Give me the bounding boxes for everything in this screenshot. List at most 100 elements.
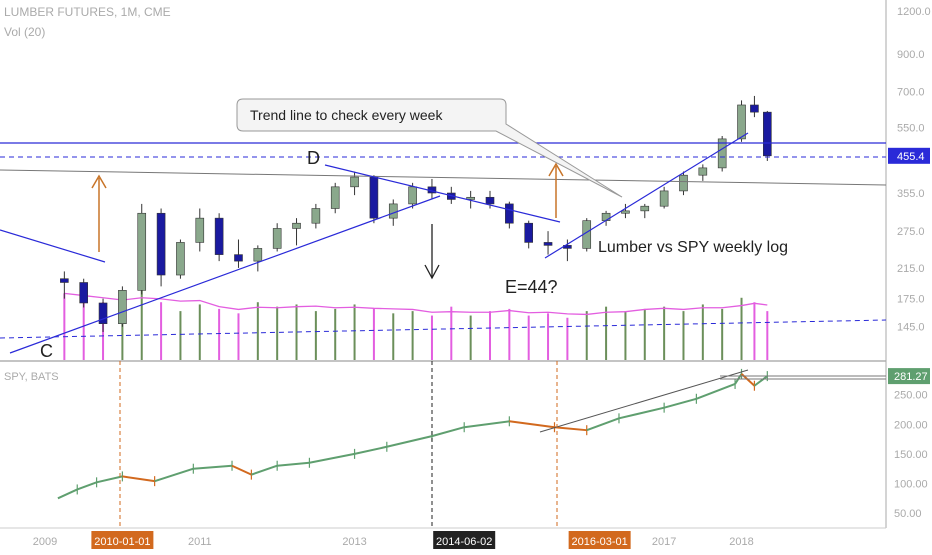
x-tick-badge — [91, 531, 154, 549]
x-tick-label: 2013 — [342, 536, 366, 548]
x-tick-label-highlight: 2010-01-01 — [94, 536, 150, 548]
candle-body — [311, 208, 321, 224]
volume-bar — [314, 311, 317, 360]
dashed-lower-line — [0, 319, 887, 339]
y-tick-label: 1200.0 — [897, 6, 931, 18]
volume-bar — [527, 315, 530, 360]
y-tick-label: 900.0 — [897, 49, 925, 61]
candle-body — [601, 212, 611, 221]
spy-y-tick-label: 250.00 — [894, 390, 928, 402]
x-tick-label-highlight: 2016-03-01 — [571, 536, 627, 548]
label-e: E=44? — [505, 277, 558, 297]
candle-body — [485, 196, 495, 205]
spy-segment — [554, 426, 587, 432]
candle-body — [156, 212, 166, 276]
volume-bar — [218, 308, 221, 360]
volume-bar — [753, 302, 756, 360]
candle-body — [717, 138, 727, 169]
spy-title: SPY, BATS — [4, 371, 59, 383]
spy-segment — [231, 464, 252, 476]
volume-bar — [547, 313, 550, 360]
label-d: D — [307, 148, 320, 168]
down-trend-left — [0, 229, 106, 263]
spy-segment — [586, 417, 620, 432]
candles — [60, 95, 772, 332]
candle-body — [98, 302, 108, 324]
spy-segment — [76, 481, 97, 491]
candle-body — [524, 222, 533, 243]
black-down-arrow — [424, 224, 440, 280]
volume-bar — [430, 315, 433, 360]
volume-bar — [450, 306, 453, 360]
volume-bar — [682, 311, 685, 360]
spy-segment — [464, 420, 510, 429]
spy-segment — [154, 467, 194, 483]
candle-body — [272, 228, 282, 249]
up-trend-e — [544, 132, 749, 259]
candle-body — [118, 290, 127, 324]
label-c: C — [40, 341, 53, 361]
last-price-label: 455.4 — [897, 151, 925, 163]
volume-bar — [198, 304, 201, 360]
volume-bar — [643, 308, 646, 360]
candle-body — [60, 278, 69, 283]
y-axis-spy: 281.27 250.00 200.00 150.00 100.00 50.00 — [888, 368, 930, 520]
spy-y-tick-label: 200.00 — [894, 419, 928, 431]
spy-segment — [251, 464, 278, 476]
spy-y-tick-label: 150.00 — [894, 449, 928, 461]
orange-arrow-left — [91, 174, 107, 252]
last-price-badge — [888, 147, 930, 164]
y-tick-label: 145.0 — [897, 322, 925, 334]
candle-body — [408, 186, 417, 205]
y-tick-label: 215.0 — [897, 263, 925, 275]
y-tick-label: 355.0 — [897, 188, 925, 200]
volume-ma-line — [64, 292, 768, 316]
spy-segment — [354, 445, 388, 455]
lumber-title: LUMBER FUTURES, 1M, CME — [4, 5, 171, 19]
volume-bar — [140, 284, 143, 360]
spy-y-tick-label: 100.00 — [894, 479, 928, 491]
x-tick-badge — [568, 531, 631, 549]
volume-bar — [489, 311, 491, 360]
spy-segment — [122, 475, 155, 483]
volume-bar — [121, 306, 124, 360]
down-trend-d — [324, 164, 561, 223]
orange-arrow-right — [548, 162, 564, 218]
candle-body — [659, 190, 669, 207]
candle-body — [466, 196, 475, 200]
gray-trend-line — [0, 169, 887, 186]
spy-segment — [96, 475, 123, 484]
candle-body — [292, 222, 301, 229]
candle-body — [543, 242, 553, 246]
y-tick-label: 700.0 — [897, 87, 925, 99]
volume-bar — [605, 306, 608, 360]
candle-body — [330, 186, 340, 209]
spy-segment — [509, 420, 555, 429]
x-tick-label: 2009 — [33, 536, 57, 548]
y-tick-label: 550.0 — [897, 123, 925, 135]
volume-bar — [353, 304, 356, 360]
spy-segment — [696, 383, 736, 400]
y-tick-label: 275.0 — [897, 226, 925, 238]
x-tick-label: 2017 — [652, 536, 676, 548]
y-tick-label: 175.0 — [897, 294, 925, 306]
candle-body — [214, 217, 224, 255]
volume-bar — [295, 304, 298, 360]
spy-segment — [618, 406, 665, 420]
volume-bar — [179, 311, 182, 360]
volume-bar — [334, 308, 337, 360]
candle-body — [253, 248, 263, 262]
volume-bar — [766, 311, 769, 360]
candle-body — [750, 104, 759, 113]
spy-segment — [309, 452, 355, 464]
volume-bar — [663, 306, 666, 360]
volume-bar — [411, 311, 414, 360]
volume-bars — [63, 284, 769, 360]
candle-body — [195, 217, 205, 243]
candle-body — [369, 176, 379, 219]
x-tick-badge — [433, 531, 496, 549]
x-axis: 2009 2010-01-01 2011 2013 2014-06-02 2016-03-… — [33, 531, 754, 549]
x-tick-label: 2018 — [729, 536, 753, 548]
volume-bar — [721, 308, 724, 360]
